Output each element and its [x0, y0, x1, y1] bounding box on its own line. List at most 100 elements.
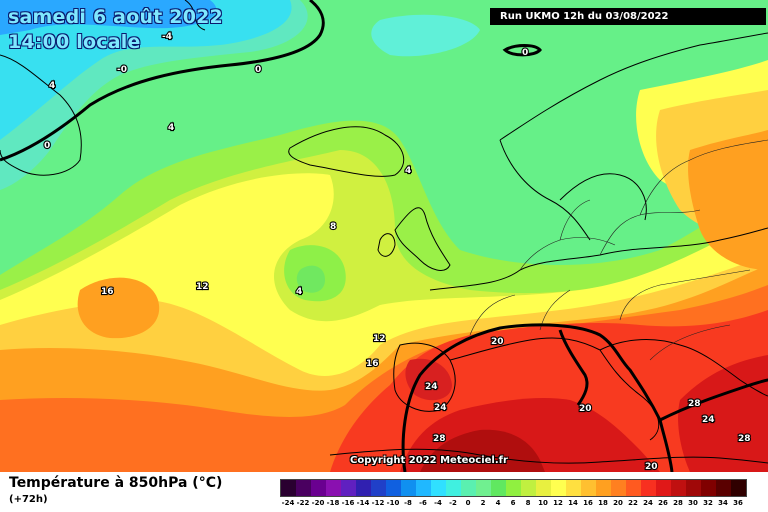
color-scale-tick: 14	[568, 499, 578, 507]
color-scale-swatch	[371, 480, 386, 496]
color-scale-swatch	[416, 480, 431, 496]
color-scale-tick: 26	[658, 499, 668, 507]
color-scale-tick: -2	[449, 499, 457, 507]
contour-label: 20	[645, 462, 658, 472]
contour-label: 4	[49, 81, 55, 91]
color-scale-tick: 16	[583, 499, 593, 507]
color-scale-swatch	[611, 480, 626, 496]
contour-labels: -4 -0 0 0 4 4 0 4 8 12 16 4 12 16 20 24 …	[43, 31, 752, 472]
color-scale-swatch	[341, 480, 356, 496]
color-scale-swatch	[686, 480, 701, 496]
legend-footer: Température à 850hPa (°C) (+72h) -24 -22-…	[0, 472, 768, 512]
contour-label: -0	[117, 65, 127, 75]
color-scale-tick: -22	[296, 499, 310, 507]
color-scale-swatch	[461, 480, 476, 496]
color-scale-swatch	[626, 480, 641, 496]
contour-fill-green-core	[296, 265, 325, 293]
color-scale-swatch	[551, 480, 566, 496]
run-info-label: Run UKMO 12h du 03/08/2022	[490, 8, 766, 25]
color-scale-tick: 24	[643, 499, 653, 507]
contour-label: 4	[296, 287, 302, 297]
contour-fill-orange-blob	[77, 277, 160, 339]
color-scale-swatch	[506, 480, 521, 496]
contour-fill-darkred-east	[678, 355, 768, 472]
color-scale-tick: -12	[371, 499, 385, 507]
color-scale-tick: 34	[718, 499, 728, 507]
color-scale-swatch	[326, 480, 341, 496]
color-scale-tick: 0	[465, 499, 471, 507]
contour-fill-blue	[0, 0, 217, 35]
color-scale-tick: 6	[510, 499, 516, 507]
contour-label: 28	[433, 434, 446, 444]
color-scale-tick: 36	[733, 499, 743, 507]
color-scale-swatch	[731, 480, 746, 496]
color-scale-tick: 30	[688, 499, 698, 507]
color-scale-swatch	[536, 480, 551, 496]
color-scale-tick: 18	[598, 499, 608, 507]
color-scale-swatch	[431, 480, 446, 496]
color-scale-swatch	[671, 480, 686, 496]
color-scale-swatch	[386, 480, 401, 496]
contour-label: 0	[44, 141, 50, 151]
color-scale-swatch	[716, 480, 731, 496]
contour-label: 12	[373, 334, 386, 344]
color-scale-tick: 20	[613, 499, 623, 507]
contour-label: 4	[405, 166, 411, 176]
isotherms-major	[0, 0, 768, 472]
color-scale-tick: 8	[525, 499, 531, 507]
contour-label: 8	[330, 222, 336, 232]
borders	[469, 139, 768, 361]
map-date-title: samedi 6 août 2022	[8, 6, 223, 28]
color-scale-tick: 2	[480, 499, 486, 507]
color-scale-swatch	[596, 480, 611, 496]
contour-fill-spain-core	[405, 358, 452, 401]
contour-label: 28	[738, 434, 751, 444]
contour-label: 16	[366, 359, 379, 369]
contour-label: 24	[702, 415, 715, 425]
color-scale-tick: -14	[356, 499, 370, 507]
map-canvas: -4 -0 0 0 4 4 0 4 8 12 16 4 12 16 20 24 …	[0, 0, 768, 472]
contour-label: -4	[162, 32, 172, 42]
color-scale-tick: -24	[281, 499, 295, 507]
contour-fill-cyan	[0, 0, 292, 140]
color-scale-tick: -8	[404, 499, 412, 507]
color-scale	[280, 479, 747, 497]
color-scale-tick: 22	[628, 499, 638, 507]
color-scale-tick: -20	[311, 499, 325, 507]
map-time-title: 14:00 locale	[8, 31, 141, 53]
color-scale-swatch	[521, 480, 536, 496]
color-scale-tick: -4	[434, 499, 442, 507]
forecast-hour-label: (+72h)	[9, 494, 48, 505]
color-scale-swatch	[491, 480, 506, 496]
contour-label: 4	[168, 123, 174, 133]
color-scale-swatch	[656, 480, 671, 496]
color-scale-tick: 28	[673, 499, 683, 507]
temperature-map: -4 -0 0 0 4 4 0 4 8 12 16 4 12 16 20 24 …	[0, 0, 768, 472]
contour-label: 28	[688, 399, 701, 409]
color-scale-swatch	[311, 480, 326, 496]
color-scale-tick: 10	[538, 499, 548, 507]
color-scale-swatch	[446, 480, 461, 496]
contour-label: 24	[425, 382, 438, 392]
contour-label: 24	[434, 403, 447, 413]
color-scale-swatch	[476, 480, 491, 496]
contour-label: 16	[101, 287, 114, 297]
contour-fill-teal-north	[371, 14, 480, 57]
color-scale-swatch	[356, 480, 371, 496]
color-scale-tick: 32	[703, 499, 713, 507]
color-scale-swatch	[641, 480, 656, 496]
contour-label: 12	[196, 282, 209, 292]
color-scale-tick: 4	[495, 499, 501, 507]
contour-label: 0	[255, 65, 261, 75]
color-scale-tick: -6	[419, 499, 427, 507]
color-scale-tick: -18	[326, 499, 340, 507]
color-scale-swatch	[566, 480, 581, 496]
contour-fill-maroon	[420, 429, 545, 472]
color-scale-swatch	[401, 480, 416, 496]
color-scale-swatch	[701, 480, 716, 496]
copyright-label: Copyright 2022 Meteociel.fr	[350, 455, 508, 466]
color-scale-tick: -16	[341, 499, 355, 507]
legend-title: Température à 850hPa (°C)	[9, 475, 223, 491]
color-scale-tick: 12	[553, 499, 563, 507]
color-scale-swatch	[296, 480, 311, 496]
